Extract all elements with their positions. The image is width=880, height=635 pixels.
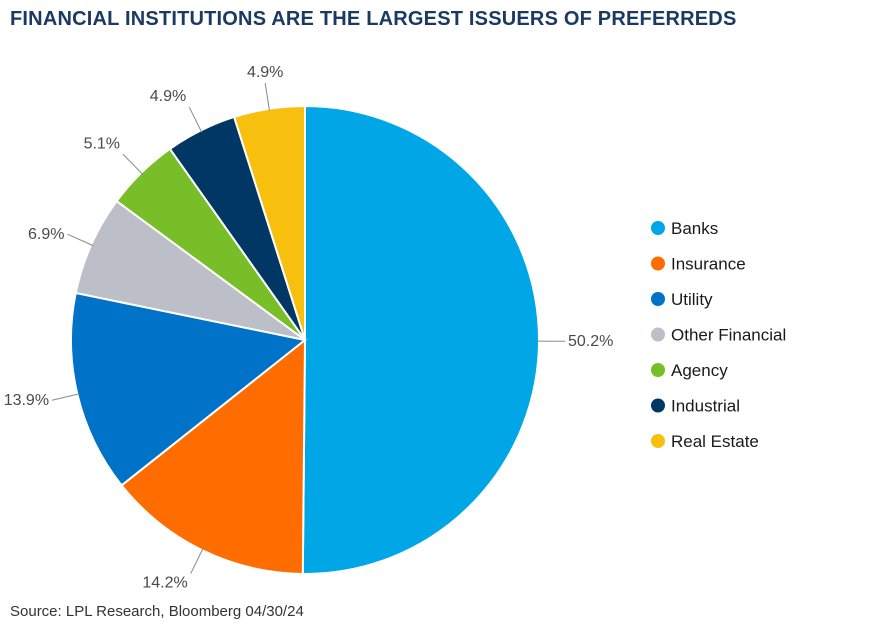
source-note: Source: LPL Research, Bloomberg 04/30/24 [10,603,304,620]
leader-line-insurance [190,548,204,574]
data-label-agency: 5.1% [84,135,120,152]
pie-slices [70,104,540,575]
legend-marker-real-estate [651,434,665,448]
legend: Banks Insurance Utility Other Financial Agen… [651,219,786,451]
legend-marker-industrial [651,398,665,413]
legend-item-agency: Agency [651,361,728,380]
data-label-insurance: 14.2% [142,575,187,592]
legend-item-industrial: Industrial [651,397,740,416]
legend-marker-insurance [651,256,665,271]
slice-labels: 50.2% 14.2% 13.9% 6.9% 5.1% 4.9% 4.9% [4,64,614,591]
legend-label-other-financial: Other Financial [671,326,786,345]
data-label-other-financial: 6.9% [28,226,64,243]
slice-banks [301,104,540,575]
data-label-banks: 50.2% [568,333,613,350]
data-label-industrial: 4.9% [150,88,186,105]
leader-line-industrial [188,106,203,133]
legend-marker-utility [651,292,665,306]
legend-item-other-financial: Other Financial [651,326,786,345]
leader-line-other-financial [67,233,94,247]
leader-line-agency [122,153,143,175]
legend-label-agency: Agency [671,361,728,380]
pie-chart: 50.2% 14.2% 13.9% 6.9% 5.1% 4.9% 4.9% Banks Ins… [4,64,787,591]
legend-marker-banks [651,221,665,235]
data-label-real-estate: 4.9% [247,64,283,81]
legend-item-real-estate: Real Estate [651,432,759,451]
legend-label-utility: Utility [671,290,713,309]
legend-label-banks: Banks [671,219,718,238]
legend-marker-agency [651,363,665,377]
chart-title: FINANCIAL INSTITUTIONS ARE THE LARGEST I… [10,8,737,30]
legend-marker-other-financial [651,327,665,342]
legend-label-industrial: Industrial [671,397,740,416]
legend-label-real-estate: Real Estate [671,432,759,451]
legend-item-utility: Utility [651,290,713,309]
legend-item-insurance: Insurance [651,255,746,274]
leader-line-real-estate [264,82,270,111]
legend-item-banks: Banks [651,219,718,238]
leader-line-utility [51,393,80,401]
legend-label-insurance: Insurance [671,255,746,274]
data-label-utility: 13.9% [4,392,49,409]
